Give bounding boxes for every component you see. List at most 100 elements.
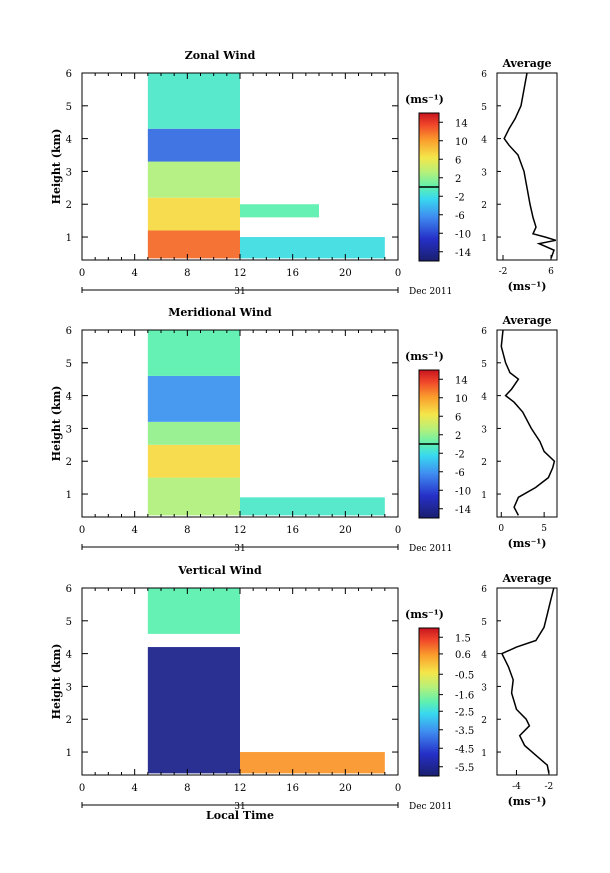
heatmap-cell [147,477,240,516]
colorbar-tick-label: 14 [455,118,468,129]
average-y-tick-label: 4 [481,651,487,661]
colorbar-tick-label: -3.5 [455,726,474,737]
heatmap-cell [240,752,385,774]
colorbar-tick-label: -2 [455,449,465,460]
y-tick-label: 2 [66,457,72,468]
colorbar-tick-label: -14 [455,505,471,516]
y-axis-label: Height (km) [50,644,63,720]
y-tick-label: 2 [66,200,72,211]
heatmap-field [147,588,385,774]
heatmap-cell [147,421,240,445]
heatmap-cell [147,647,240,774]
average-y-tick-label: 1 [481,491,487,501]
y-tick-label: 3 [66,167,72,178]
average-y-tick-label: 2 [481,716,487,726]
panel-title: Zonal Wind [185,49,256,62]
y-tick-label: 4 [66,650,72,661]
average-title: Average [501,572,551,585]
heatmap-cell [147,161,240,198]
colorbar-tick-label: 0.6 [455,650,471,661]
x-tick-label: 8 [184,268,190,279]
average-y-tick-label: 1 [481,749,487,759]
heatmap-cell [147,375,240,422]
colorbar-tick-label: -0.5 [455,670,474,681]
date-label: 31 [234,544,245,554]
average-y-tick-label: 5 [481,360,487,370]
heatmap-cell [240,497,385,516]
x-tick-label: 0 [395,268,401,279]
average-y-tick-label: 2 [481,201,487,211]
average-x-label: (ms⁻¹) [508,537,547,550]
month-label: Dec 2011 [409,287,452,297]
average-title: Average [501,57,551,70]
average-profile-line [500,587,555,774]
average-x-tick-label: -2 [499,267,508,277]
average-profile-line [500,329,556,516]
average-y-tick-label: 4 [481,393,487,403]
colorbar-tick-label: 6 [455,412,461,423]
average-y-tick-label: 4 [481,136,487,146]
colorbar-unit: (ms⁻¹) [405,93,444,106]
colorbar-tick-label: 2 [455,174,461,185]
x-tick-label: 0 [79,525,85,536]
x-tick-label: 16 [286,525,299,536]
heatmap-field [147,330,385,516]
colorbar-tick-label: 2 [455,431,461,442]
average-frame [496,72,558,261]
y-tick-label: 6 [66,69,72,80]
average-x-label: (ms⁻¹) [508,280,547,293]
colorbar [418,627,440,777]
y-tick-label: 4 [66,392,72,403]
y-tick-label: 6 [66,326,72,337]
average-y-tick-label: 1 [481,234,487,244]
colorbar-tick-label: 6 [455,155,461,166]
y-axis-label: Height (km) [50,386,63,462]
colorbar-tick-label: -14 [455,248,471,259]
x-tick-label: 20 [339,268,352,279]
heatmap-field [147,73,385,259]
average-profile-line [503,72,557,259]
y-tick-label: 5 [66,359,72,370]
heatmap-cell [240,204,319,218]
y-tick-label: 2 [66,715,72,726]
date-label: 31 [234,802,245,812]
average-x-label: (ms⁻¹) [508,795,547,808]
colorbar-tick-label: 1.5 [455,633,471,644]
y-tick-label: 1 [66,233,72,244]
colorbar-tick-label: -2 [455,192,465,203]
average-x-tick-label: 0 [498,524,504,534]
average-frame [496,329,558,518]
average-y-tick-label: 5 [481,618,487,628]
colorbar-unit: (ms⁻¹) [405,608,444,621]
heatmap-cell [147,128,240,162]
colorbar-tick-label: 10 [455,394,468,405]
x-tick-label: 0 [395,525,401,536]
average-frame [496,587,558,776]
colorbar-tick-label: -1.6 [455,691,474,702]
heatmap-cell [147,444,240,478]
average-x-tick-label: 5 [541,524,547,534]
heatmap-cell [147,230,240,259]
x-tick-label: 12 [234,268,247,279]
average-y-tick-label: 5 [481,103,487,113]
average-y-tick-label: 3 [481,425,487,435]
average-x-tick-label: -4 [512,782,521,792]
average-y-tick-label: 6 [481,70,487,80]
colorbar-tick-label: -5.5 [455,763,474,774]
average-x-tick-label: -2 [545,782,554,792]
colorbar-tick-label: -4.5 [455,744,474,755]
x-tick-label: 16 [286,783,299,794]
colorbar-tick-label: -2.5 [455,707,474,718]
colorbar-unit: (ms⁻¹) [405,350,444,363]
average-y-tick-label: 3 [481,168,487,178]
x-tick-label: 8 [184,783,190,794]
x-tick-label: 12 [234,525,247,536]
y-tick-label: 1 [66,748,72,759]
colorbar-tick-label: -10 [455,229,471,240]
x-tick-label: 4 [131,525,137,536]
colorbar-tick-label: -10 [455,486,471,497]
y-tick-label: 5 [66,102,72,113]
